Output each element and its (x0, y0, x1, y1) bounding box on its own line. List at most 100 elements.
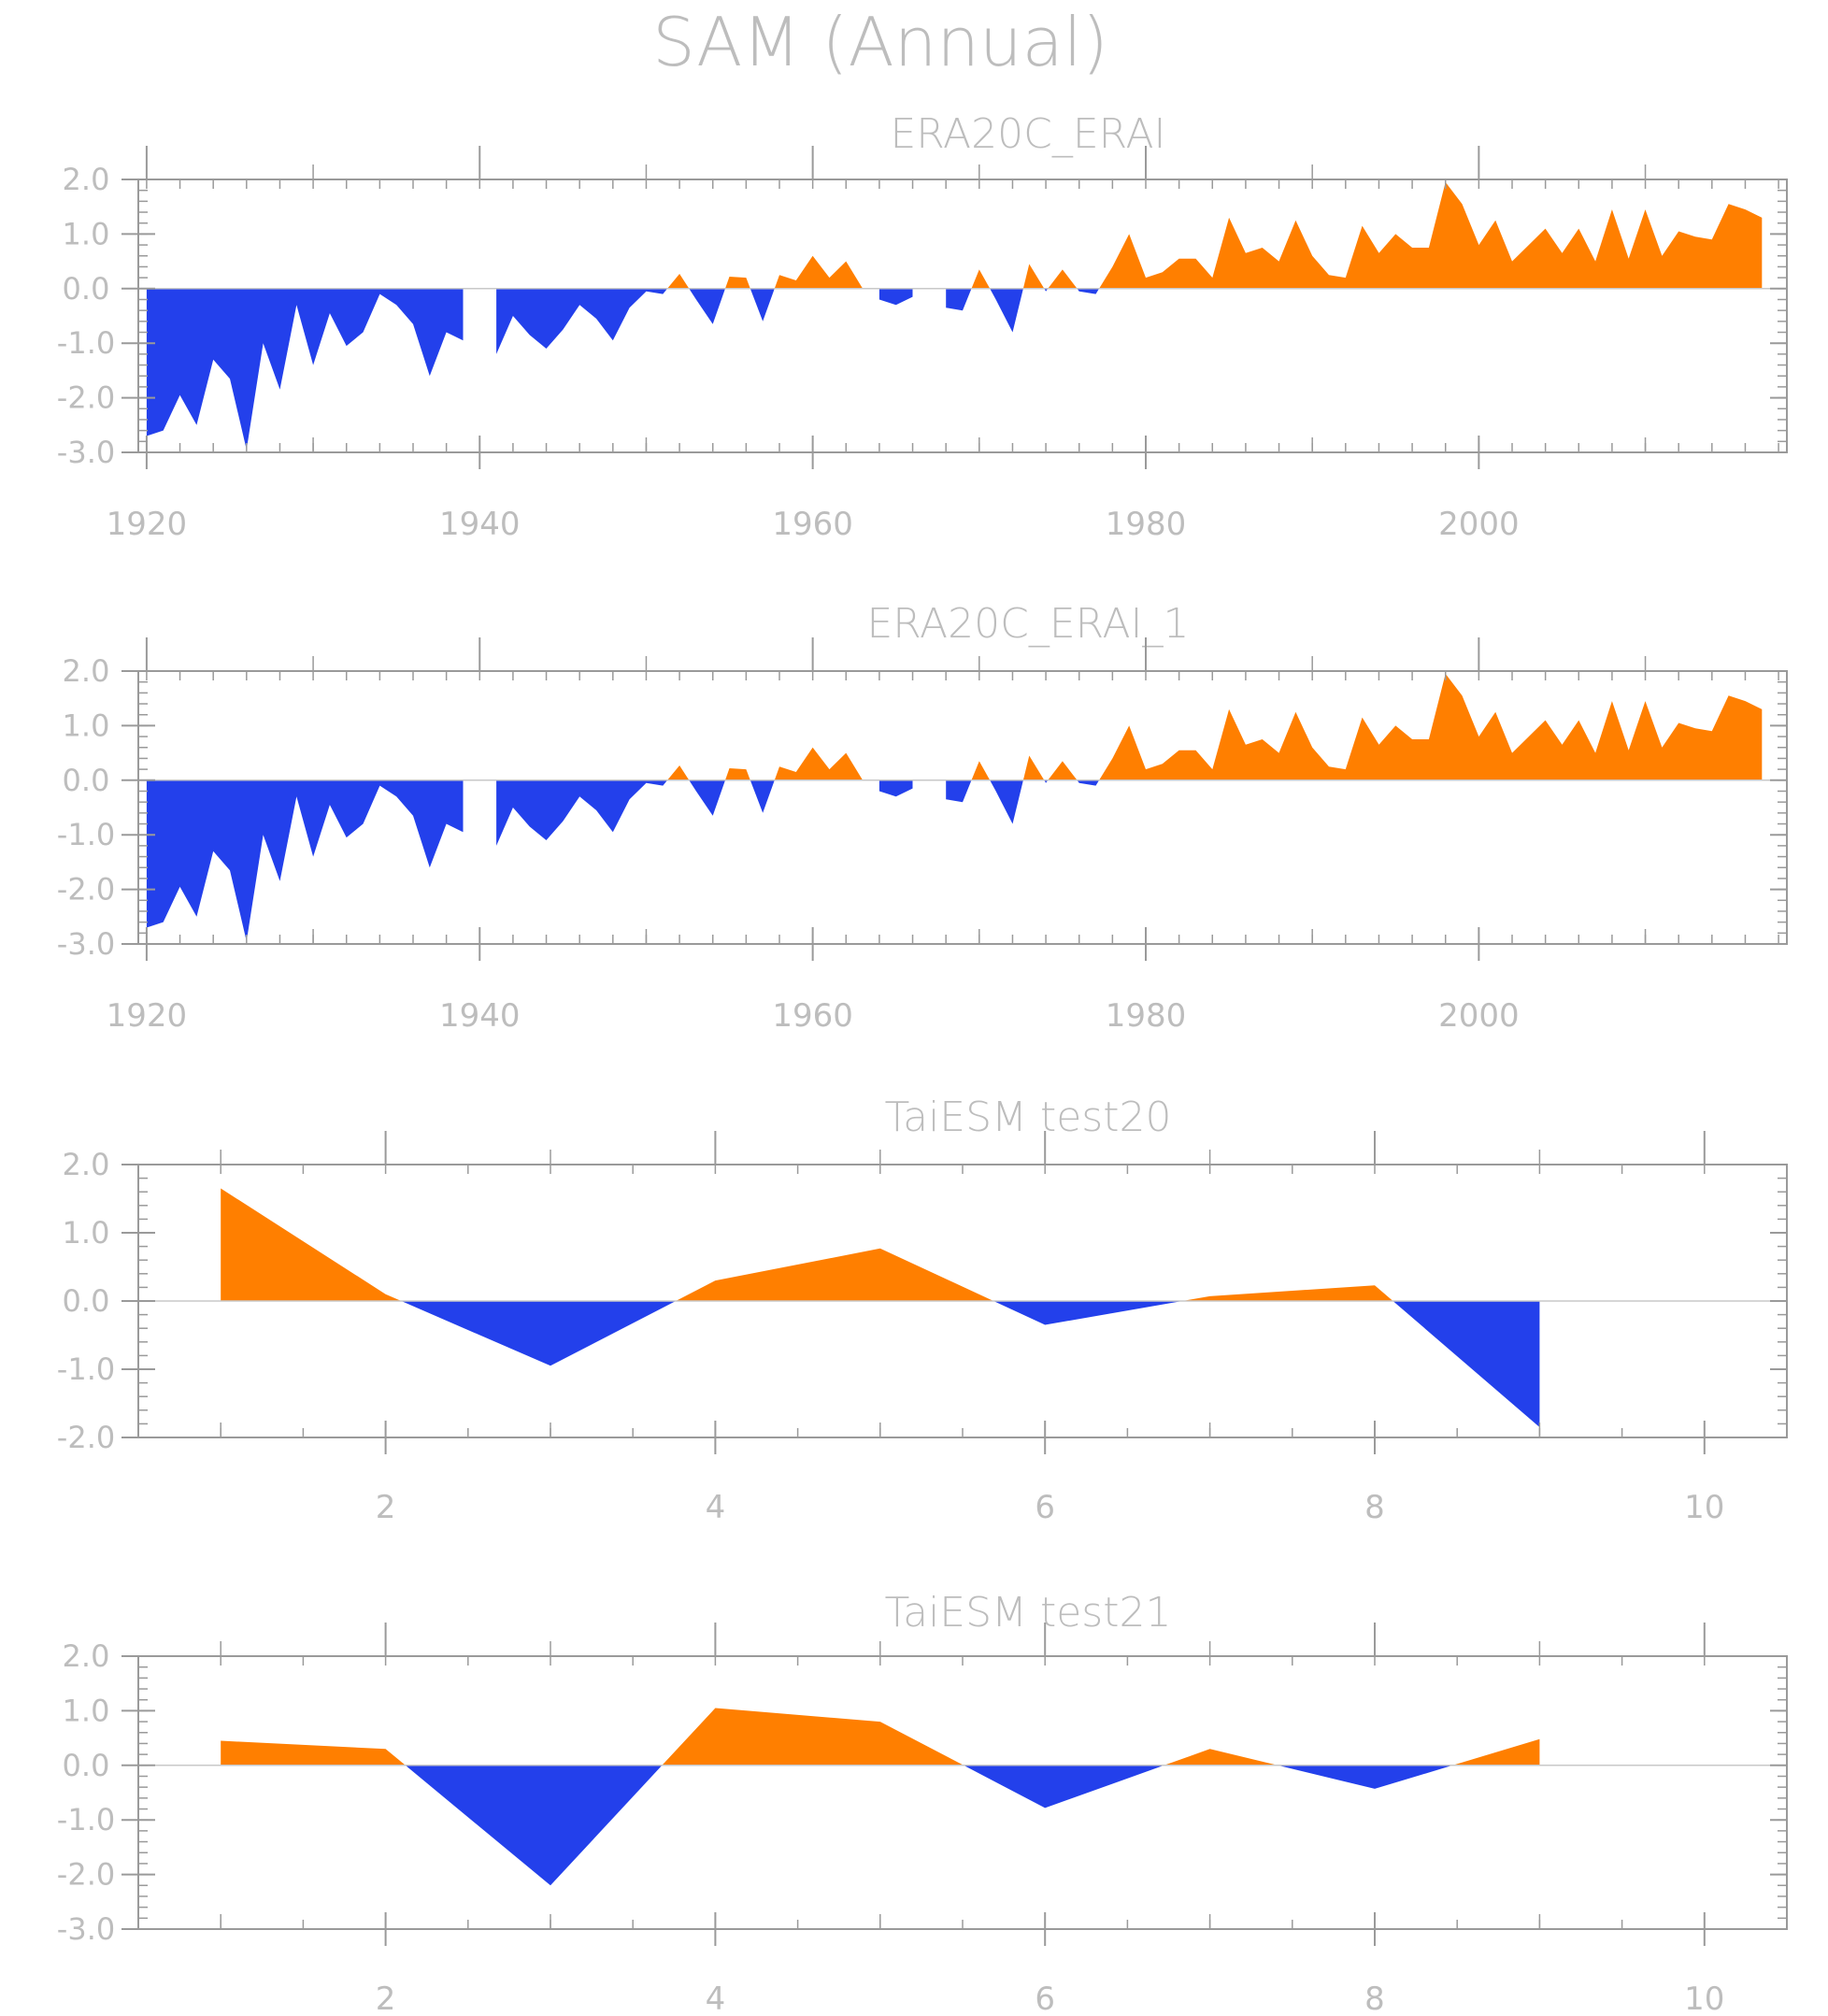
y-tick-label: 2.0 (63, 162, 110, 197)
panel-title: ERA20C_ERAI_1 (866, 600, 1189, 648)
negative-area-4 (964, 1765, 1164, 1809)
panel-2: ERA20C_ERAI_1 2.0 1.0 0.0 -1.0 -2.0 -3.0 1920 19… (57, 600, 1788, 1035)
positive-area-16 (1048, 761, 1078, 780)
positive-area-1 (221, 1740, 406, 1766)
negative-area-7 (750, 779, 775, 813)
negative-area-11 (946, 288, 972, 311)
positive-area-8 (774, 255, 864, 289)
positive-area-6 (725, 277, 750, 289)
positive-area-14 (1022, 264, 1045, 289)
positive-area-3 (662, 1708, 964, 1766)
x-tick-label: 2000 (1438, 506, 1520, 543)
positive-area-18 (1099, 181, 1763, 289)
y-tick-label: 0.0 (63, 1748, 110, 1783)
positive-area-3 (676, 1248, 994, 1301)
y-tick-label: -2.0 (57, 1857, 115, 1893)
x-tick-label: 4 (706, 1489, 726, 1526)
negative-area-11 (946, 779, 972, 803)
negative-area-13 (990, 779, 1023, 824)
x-tick-label: 1920 (107, 506, 188, 543)
negative-area-9 (878, 779, 913, 797)
y-tick-label: 2.0 (63, 653, 110, 689)
positive-area-6 (725, 768, 750, 780)
y-tick-label: 1.0 (63, 1215, 110, 1251)
negative-area-6 (1392, 1301, 1540, 1427)
y-tick-label: -1.0 (57, 1802, 115, 1837)
positive-area-16 (1048, 269, 1078, 289)
x-tick-label: 1980 (1106, 997, 1187, 1035)
negative-area-17 (1077, 779, 1100, 786)
positive-area-5 (1182, 1285, 1393, 1301)
y-tick-label: -3.0 (57, 1911, 115, 1947)
negative-area-1 (146, 779, 464, 942)
plot-frame (137, 670, 1788, 945)
positive-area-18 (1099, 673, 1763, 780)
y-tick-label: -2.0 (57, 380, 115, 416)
x-tick-label: 6 (1035, 1980, 1055, 2016)
negative-area-5 (689, 288, 725, 324)
x-tick-label: 1940 (439, 506, 521, 543)
y-tick-label: 2.0 (63, 1638, 110, 1674)
y-tick-label: -3.0 (57, 926, 115, 962)
y-tick-label: 0.0 (63, 763, 110, 798)
y-tick-label: 1.0 (63, 216, 110, 251)
x-tick-label: 2000 (1438, 997, 1520, 1035)
y-tick-label: -1.0 (57, 1351, 115, 1387)
negative-area-13 (990, 288, 1023, 333)
x-tick-label: 8 (1364, 1489, 1385, 1526)
positive-area-5 (1164, 1749, 1278, 1766)
negative-area-4 (993, 1301, 1183, 1325)
negative-area-7 (750, 288, 775, 322)
plot-frame (137, 179, 1788, 453)
positive-area-1 (221, 1188, 402, 1301)
positive-area-8 (774, 747, 864, 780)
panel-3: TaiESM test20 2.0 1.0 0.0 -1.0 -2.0 2 4 6 8 10 (57, 1094, 1788, 1526)
y-tick-label: 1.0 (63, 708, 110, 743)
positive-area-7 (1452, 1738, 1540, 1766)
y-tick-label: -2.0 (57, 872, 115, 908)
chart-panels: ERA20C_ERAI 2.0 1.0 0.0 -1.0 -2.0 -3.0 1920 1940… (57, 110, 1788, 2016)
x-tick-label: 8 (1364, 1980, 1385, 2016)
panel-title: ERA20C_ERAI (890, 110, 1165, 158)
x-tick-label: 10 (1684, 1980, 1724, 2016)
panel-title: TaiESM test20 (885, 1094, 1172, 1141)
y-tick-label: 0.0 (63, 1283, 110, 1319)
positive-area-14 (1022, 755, 1045, 780)
x-tick-label: 1960 (772, 997, 853, 1035)
positive-area-4 (667, 274, 690, 289)
x-tick-label: 4 (706, 1980, 726, 2016)
plot-frame (137, 1655, 1788, 1930)
x-tick-label: 1940 (439, 997, 521, 1035)
panel-4: TaiESM test21 2.0 1.0 0.0 -1.0 -2.0 -3.0 2 4 6 8 10 (57, 1589, 1788, 2016)
negative-area-2 (405, 1765, 663, 1886)
y-tick-label: 0.0 (63, 271, 110, 307)
panel-1: ERA20C_ERAI 2.0 1.0 0.0 -1.0 -2.0 -3.0 1920 1940… (57, 110, 1788, 543)
y-tick-label: 1.0 (63, 1693, 110, 1728)
positive-area-4 (667, 765, 690, 780)
negative-area-17 (1077, 288, 1100, 294)
figure-title: SAM (Annual) (652, 3, 1108, 81)
y-tick-label: -2.0 (57, 1420, 115, 1455)
positive-area-12 (971, 761, 991, 780)
negative-area-2 (401, 1301, 677, 1366)
negative-area-1 (146, 288, 464, 450)
x-tick-label: 1980 (1106, 506, 1187, 543)
x-tick-label: 1960 (772, 506, 853, 543)
negative-area-9 (878, 288, 913, 306)
negative-area-3 (496, 779, 668, 846)
x-tick-label: 1920 (107, 997, 188, 1035)
x-tick-label: 6 (1035, 1489, 1055, 1526)
y-tick-label: -1.0 (57, 325, 115, 361)
x-tick-label: 10 (1684, 1489, 1724, 1526)
negative-area-6 (1278, 1765, 1453, 1789)
positive-area-12 (971, 269, 991, 289)
negative-area-3 (496, 288, 668, 354)
y-tick-label: -3.0 (57, 435, 115, 470)
panel-title: TaiESM test21 (885, 1589, 1172, 1637)
y-tick-label: -1.0 (57, 817, 115, 852)
negative-area-5 (689, 779, 725, 816)
x-tick-label: 2 (376, 1489, 396, 1526)
y-tick-label: 2.0 (63, 1147, 110, 1182)
x-tick-label: 2 (376, 1980, 396, 2016)
